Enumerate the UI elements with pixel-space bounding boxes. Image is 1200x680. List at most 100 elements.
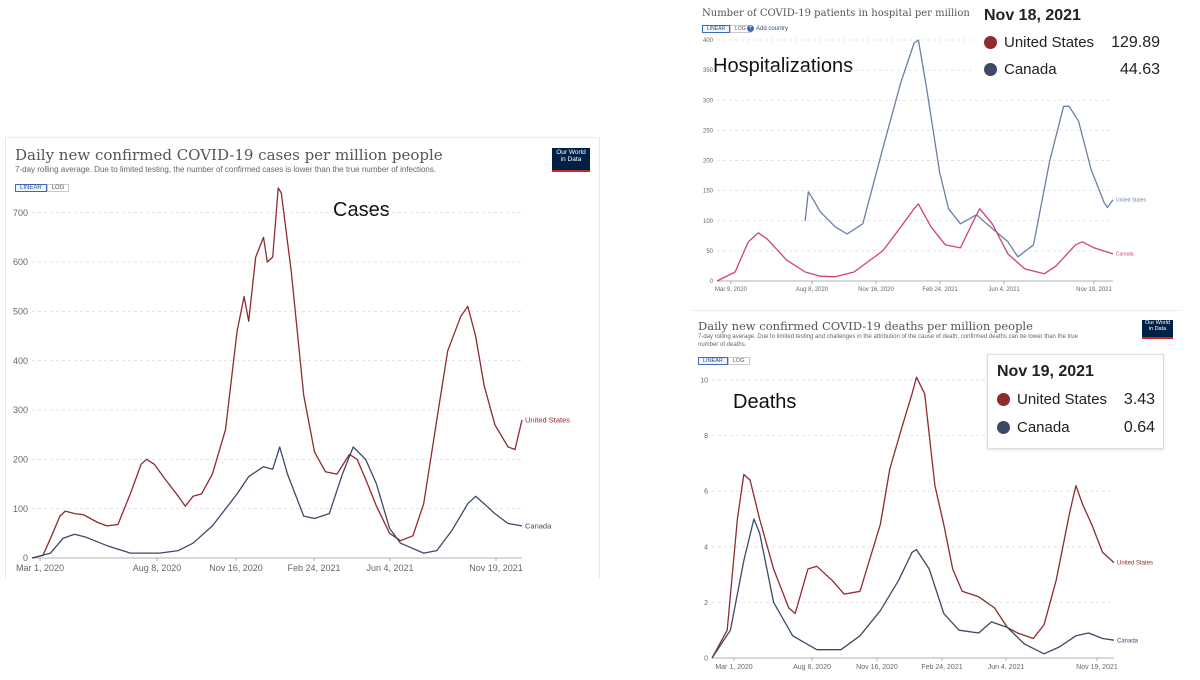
deaths-tooltip-value-us: 3.43 [1123,391,1155,408]
cases-chart-subtitle: 7-day rolling average. Due to limited te… [15,165,437,174]
cases-x-tick-label: Nov 19, 2021 [469,563,523,573]
hosp-big-label: Hospitalizations [713,55,854,77]
deaths-x-tick-label: Feb 24, 2021 [921,664,962,671]
deaths-series-end-label: United States [1117,561,1153,567]
hosp-series-end-label: United States [1116,197,1147,203]
hosp-y-tick-label: 100 [703,219,714,225]
tooltip-series-name: Canada [1017,419,1070,436]
tooltip-series-name: Canada [1004,61,1057,78]
add-country-label: Add country [756,26,789,33]
deaths-series-united-states-line [711,376,1115,659]
deaths-chart-title: Daily new confirmed COVID-19 deaths per … [698,319,1033,333]
deaths-y-tick-label: 2 [704,600,708,607]
hosp-y-tick-label: 50 [706,249,713,255]
hosp-x-tick-label: Mar 9, 2020 [715,287,748,293]
hosp-y-tick-label: 200 [703,159,714,165]
cases-y-tick-label: 700 [13,208,28,218]
cases-x-tick-label: Nov 16, 2020 [209,563,263,573]
deaths-linear-button[interactable]: LINEAR [698,357,728,365]
plus-icon: + [747,25,754,32]
hosp-y-tick-label: 300 [703,98,714,104]
hosp-linear-button[interactable]: LINEAR [702,25,731,33]
cases-y-tick-label: 500 [13,306,28,316]
hosp-chart-title: Number of COVID-19 patients in hospital … [702,8,970,19]
cases-x-tick-label: Jun 4, 2021 [366,563,413,573]
deaths-chart-subtitle-1: 7-day rolling average. Due to limited te… [698,334,1078,340]
hosp-y-tick-label: 250 [703,128,714,134]
cases-x-tick-label: Aug 8, 2020 [133,563,182,573]
owid-logo: Our World in Data [552,148,590,172]
hosp-x-tick-label: Aug 8, 2020 [796,287,829,293]
cases-series-end-label: United States [525,415,570,424]
canada-dot-icon [997,421,1010,434]
deaths-series-end-label: Canada [1117,638,1139,644]
cases-big-label: Cases [333,199,390,221]
hosp-tooltip: Nov 18, 2021 United States 129.89 Canada… [975,0,1170,92]
hosp-y-tick-label: 0 [710,279,714,285]
deaths-log-button[interactable]: LOG [727,357,750,365]
deaths-y-tick-label: 6 [704,489,708,496]
deaths-series-canada-line [711,518,1115,659]
deaths-x-tick-label: Nov 19, 2021 [1076,664,1118,671]
hosp-y-tick-label: 150 [703,189,714,195]
cases-x-tick-label: Feb 24, 2021 [287,563,340,573]
owid-logo-deaths: Our World in Data [1142,320,1173,339]
cases-chart-title: Daily new confirmed COVID-19 cases per m… [15,146,443,164]
deaths-tooltip: Nov 19, 2021 United States 3.43 Canada 0… [987,354,1164,449]
hosp-tooltip-row-us: United States [984,34,1094,51]
cases-y-tick-label: 600 [13,257,28,267]
hosp-series-canada-line [716,203,1114,282]
deaths-tooltip-row-canada: Canada [997,419,1070,436]
us-dot-icon [984,36,997,49]
deaths-y-tick-label: 10 [700,377,708,384]
hosp-tooltip-row-canada: Canada [984,61,1057,78]
hosp-y-tick-label: 350 [703,68,714,74]
logo-line-1: Our World [556,149,586,156]
deaths-panel: Daily new confirmed COVID-19 deaths per … [690,310,1182,680]
cases-scale-toggle: LINEAR LOG [15,184,70,192]
deaths-y-tick-label: 0 [704,655,708,662]
hosp-series-end-label: Canada [1116,252,1134,258]
cases-x-tick-label: Mar 1, 2020 [16,563,64,573]
hosp-x-tick-label: Feb 24, 2021 [922,287,958,293]
cases-panel: Daily new confirmed COVID-19 cases per m… [5,137,600,578]
deaths-y-tick-label: 4 [704,544,708,551]
cases-series-united-states-line [31,187,523,559]
deaths-x-tick-label: Mar 1, 2020 [715,664,752,671]
deaths-tooltip-date: Nov 19, 2021 [997,363,1094,380]
deaths-tooltip-value-canada: 0.64 [1123,419,1155,436]
deaths-chart-subtitle-2: number of deaths. [698,342,747,348]
deaths-y-tick-label: 8 [704,433,708,440]
cases-log-button[interactable]: LOG [46,184,70,192]
logo-line-1: Our World [1145,320,1170,326]
hosp-x-tick-label: Nov 16, 2020 [858,287,894,293]
tooltip-series-name: United States [1004,34,1095,51]
hosp-series-united-states-line [804,39,1114,258]
hosp-x-tick-label: Nov 19, 2021 [1076,287,1112,293]
cases-y-tick-label: 400 [13,356,28,366]
us-dot-icon [997,393,1010,406]
deaths-x-tick-label: Nov 16, 2020 [856,664,898,671]
add-country-button[interactable]: + Add country [747,25,788,32]
tooltip-series-name: United States [1017,391,1108,408]
logo-line-2: in Data [1148,325,1167,332]
deaths-tooltip-row-us: United States [997,391,1107,408]
cases-y-tick-label: 0 [23,553,28,563]
deaths-x-tick-label: Jun 4, 2021 [988,664,1025,671]
hosp-tooltip-value-us: 129.89 [1111,34,1160,51]
deaths-big-label: Deaths [733,391,797,413]
cases-linear-button[interactable]: LINEAR [15,184,47,192]
cases-y-tick-label: 100 [13,504,28,514]
cases-y-tick-label: 300 [13,405,28,415]
cases-y-tick-label: 200 [13,454,28,464]
deaths-x-tick-label: Aug 8, 2020 [793,664,831,671]
hosp-tooltip-date: Nov 18, 2021 [984,7,1081,24]
deaths-scale-toggle: LINEAR LOG [698,357,750,365]
canada-dot-icon [984,63,997,76]
cases-series-canada-line [31,446,523,559]
cases-series-end-label: Canada [525,522,552,531]
logo-line-2: in Data [560,155,582,163]
hosp-tooltip-value-canada: 44.63 [1119,61,1160,78]
hosp-y-tick-label: 400 [703,38,714,44]
